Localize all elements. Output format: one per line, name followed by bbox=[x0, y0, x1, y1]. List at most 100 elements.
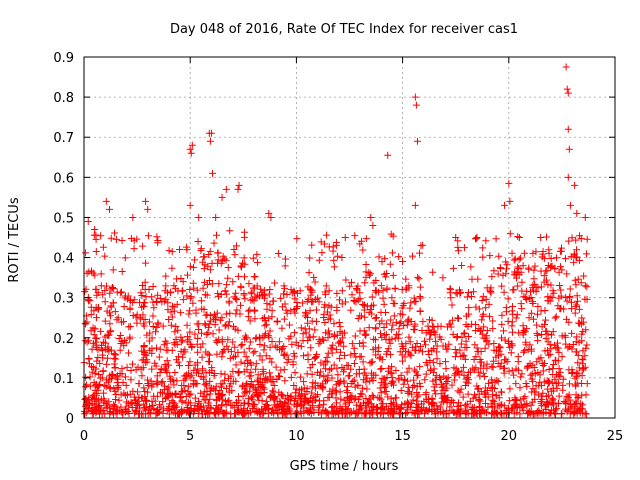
data-point bbox=[454, 387, 462, 395]
data-point bbox=[200, 265, 208, 273]
data-point bbox=[190, 263, 198, 271]
data-point bbox=[144, 232, 152, 240]
data-point bbox=[240, 410, 248, 418]
data-point bbox=[242, 334, 250, 342]
data-point bbox=[382, 270, 390, 278]
data-point bbox=[520, 249, 528, 257]
data-point bbox=[170, 303, 178, 311]
data-point bbox=[116, 346, 124, 354]
data-point bbox=[395, 374, 403, 382]
data-point bbox=[290, 352, 298, 360]
data-point bbox=[262, 405, 270, 413]
data-point bbox=[461, 401, 469, 409]
data-point bbox=[256, 285, 264, 293]
data-point bbox=[395, 253, 403, 261]
data-point bbox=[171, 404, 179, 412]
data-point bbox=[546, 350, 554, 358]
data-point bbox=[164, 405, 172, 413]
data-point bbox=[192, 309, 200, 317]
data-point bbox=[571, 309, 579, 317]
data-point bbox=[494, 402, 502, 410]
data-point bbox=[462, 321, 470, 329]
data-point bbox=[159, 389, 167, 397]
data-point bbox=[390, 312, 398, 320]
data-point bbox=[530, 315, 538, 323]
y-axis-label: ROTI / TECUs bbox=[7, 197, 22, 282]
data-point bbox=[324, 393, 332, 401]
data-point bbox=[249, 349, 257, 357]
data-point bbox=[173, 377, 181, 385]
data-point bbox=[416, 307, 424, 315]
data-point bbox=[115, 407, 123, 415]
y-tick-label: 0.4 bbox=[53, 252, 74, 267]
data-point bbox=[324, 349, 332, 357]
data-point bbox=[140, 343, 148, 351]
data-point bbox=[216, 387, 224, 395]
data-point bbox=[398, 286, 406, 294]
data-point bbox=[297, 324, 305, 332]
data-point bbox=[532, 388, 540, 396]
data-point bbox=[148, 293, 156, 301]
data-point bbox=[277, 294, 285, 302]
data-point bbox=[178, 287, 186, 295]
data-point bbox=[166, 372, 174, 380]
data-point bbox=[517, 373, 525, 381]
data-point bbox=[102, 197, 110, 205]
data-point bbox=[549, 406, 557, 414]
data-point bbox=[481, 344, 489, 352]
data-point bbox=[405, 364, 413, 372]
data-point bbox=[251, 272, 259, 280]
data-point bbox=[474, 385, 482, 393]
data-point bbox=[150, 404, 158, 412]
data-point bbox=[95, 305, 103, 313]
data-point bbox=[454, 243, 462, 251]
data-point bbox=[325, 287, 333, 295]
data-point bbox=[163, 357, 171, 365]
data-point bbox=[395, 330, 403, 338]
data-point bbox=[530, 275, 538, 283]
data-point bbox=[268, 387, 276, 395]
data-point bbox=[214, 249, 222, 257]
data-point bbox=[200, 253, 208, 261]
data-point bbox=[361, 313, 369, 321]
data-point bbox=[565, 366, 573, 374]
data-point bbox=[355, 406, 363, 414]
data-point bbox=[455, 286, 463, 294]
data-point bbox=[268, 406, 276, 414]
data-point bbox=[149, 282, 157, 290]
data-point bbox=[408, 252, 416, 260]
data-point bbox=[120, 303, 128, 311]
data-point bbox=[341, 351, 349, 359]
data-point bbox=[271, 279, 279, 287]
data-point bbox=[564, 89, 572, 97]
data-point bbox=[232, 310, 240, 318]
data-point bbox=[150, 304, 158, 312]
data-point bbox=[356, 289, 364, 297]
data-point bbox=[216, 316, 224, 324]
data-point bbox=[492, 392, 500, 400]
data-point bbox=[86, 373, 94, 381]
data-point bbox=[281, 351, 289, 359]
data-point bbox=[359, 358, 367, 366]
data-point bbox=[549, 287, 557, 295]
data-point bbox=[572, 338, 580, 346]
data-point bbox=[568, 234, 576, 242]
data-point bbox=[258, 388, 266, 396]
data-point bbox=[448, 301, 456, 309]
data-point bbox=[111, 402, 119, 410]
data-point bbox=[204, 329, 212, 337]
data-point bbox=[454, 247, 462, 255]
data-point bbox=[106, 384, 114, 392]
data-point bbox=[292, 385, 300, 393]
data-point bbox=[539, 389, 547, 397]
data-point bbox=[238, 263, 246, 271]
data-point bbox=[217, 290, 225, 298]
data-point bbox=[427, 366, 435, 374]
data-point bbox=[273, 343, 281, 351]
data-point bbox=[205, 399, 213, 407]
data-point bbox=[168, 313, 176, 321]
data-point bbox=[228, 387, 236, 395]
data-point bbox=[446, 403, 454, 411]
data-point bbox=[311, 278, 319, 286]
data-point bbox=[401, 353, 409, 361]
